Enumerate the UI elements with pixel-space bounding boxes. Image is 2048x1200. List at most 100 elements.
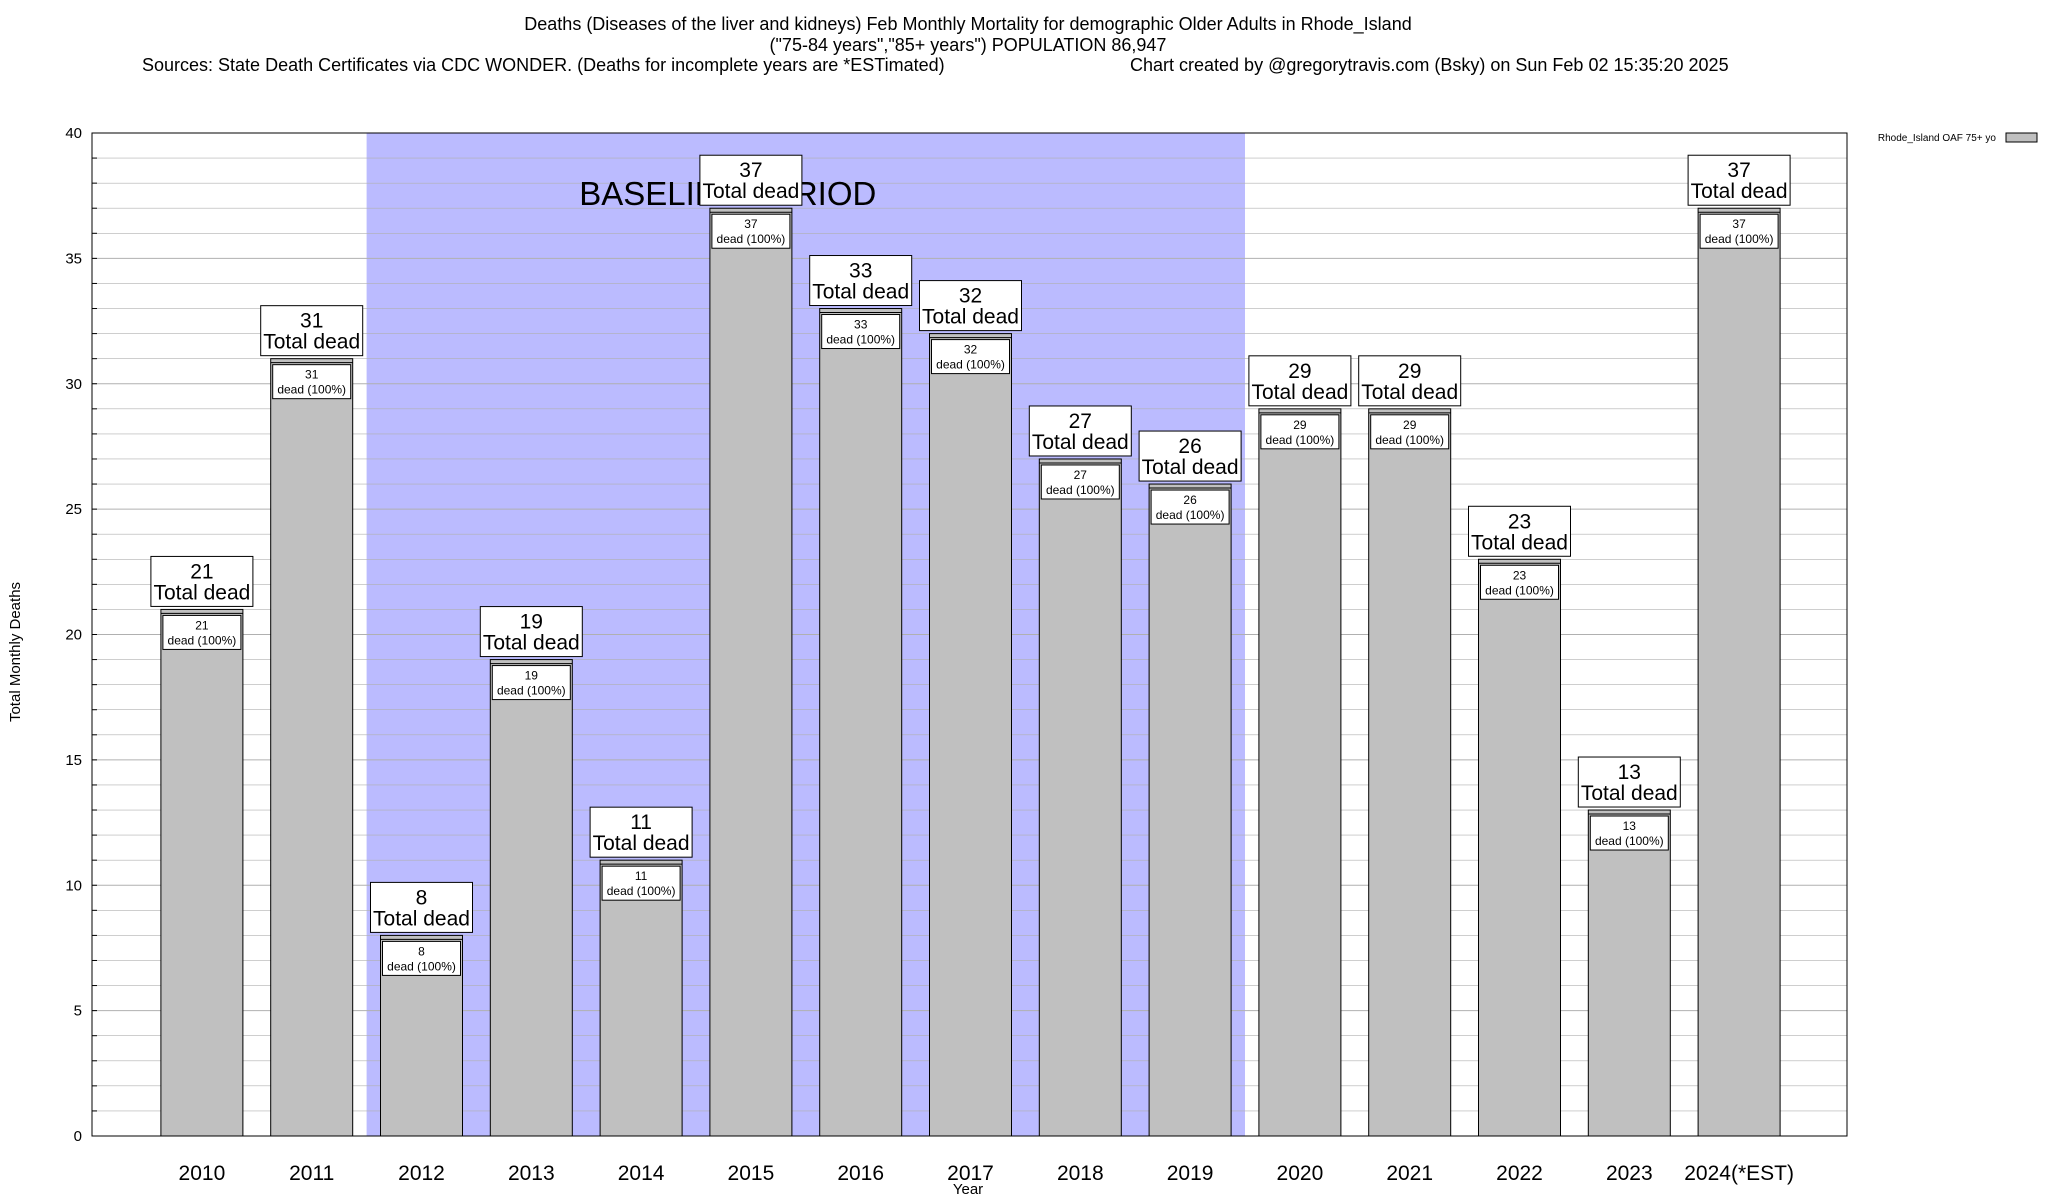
x-tick-label: 2016 [837, 1162, 884, 1185]
segment-label-count: 21 [195, 618, 209, 632]
total-label-box [1028, 405, 1132, 457]
segment-label-count: 27 [1074, 468, 1088, 482]
total-label-count: 11 [630, 811, 652, 834]
plot-frame [91, 132, 1848, 1137]
segment-label-box [491, 665, 571, 701]
x-tick-label: 2013 [508, 1162, 555, 1185]
segment-label-text: dead (100%) [1266, 433, 1335, 447]
y-tick-label: 15 [65, 752, 82, 769]
segment-label-box [1040, 464, 1120, 500]
total-label-count: 13 [1618, 761, 1641, 784]
segment-label-count: 33 [854, 318, 868, 332]
y-tick-label: 5 [74, 1003, 82, 1020]
total-label-box [1577, 756, 1681, 808]
segment-label-count: 13 [1623, 819, 1637, 833]
segment-label-count: 37 [744, 217, 758, 231]
segment-label-text: dead (100%) [1485, 583, 1554, 597]
chart-credit: Chart created by @gregorytravis.com (Bsk… [1130, 55, 1729, 75]
total-label-count: 31 [300, 310, 323, 333]
total-label-box [919, 280, 1022, 332]
y-tick-label: 40 [65, 125, 82, 142]
total-label-box [1138, 430, 1242, 482]
bar [1038, 458, 1122, 1137]
total-label-box [589, 806, 693, 858]
x-axis-ticks: 2010 2011 2012 2013 2014 2015 2016 2017 2018 2019… [179, 1162, 1794, 1185]
total-label-box [1687, 154, 1791, 206]
y-axis-ticks: 0 5 10 15 20 25 30 35 40 [65, 125, 82, 1145]
bar [160, 608, 244, 1137]
bar [1697, 207, 1781, 1137]
total-label-text: Total dead [1361, 381, 1458, 404]
total-label-text: Total dead [263, 331, 360, 354]
x-tick-label: 2012 [398, 1162, 445, 1185]
bar [709, 207, 793, 1137]
segment-label-count: 31 [305, 368, 319, 382]
bar [1258, 408, 1342, 1137]
bar [1368, 408, 1452, 1137]
x-tick-label: 2015 [728, 1162, 775, 1185]
segment-label-text: dead (100%) [607, 884, 676, 898]
segment-label-text: dead (100%) [277, 383, 346, 397]
total-label-count: 26 [1178, 435, 1201, 458]
segment-label-count: 29 [1403, 418, 1417, 432]
total-label-count: 33 [849, 260, 872, 283]
segment-label-box [162, 614, 242, 650]
x-tick-label: 2017 [947, 1162, 994, 1185]
y-tick-label: 10 [65, 877, 82, 894]
x-tick-label: 2022 [1496, 1162, 1543, 1185]
total-label-box [1248, 355, 1352, 407]
bar [929, 333, 1012, 1137]
total-label-count: 29 [1288, 360, 1311, 383]
y-tick-label: 0 [74, 1128, 82, 1145]
total-label-count: 19 [520, 611, 543, 634]
total-label-count: 8 [416, 886, 428, 909]
y-tick-label: 20 [65, 627, 82, 644]
segment-label-box [272, 364, 352, 400]
total-label-text: Total dead [1471, 531, 1568, 554]
total-label-box [370, 881, 473, 933]
segment-label-text: dead (100%) [717, 232, 786, 246]
segment-label-text: dead (100%) [1375, 433, 1444, 447]
segment-label-box [821, 314, 901, 350]
total-label-text: Total dead [812, 281, 909, 304]
segment-label-text: dead (100%) [387, 959, 456, 973]
bar [489, 659, 573, 1137]
segment-label-text: dead (100%) [936, 358, 1005, 372]
total-label-count: 21 [190, 560, 213, 583]
segment-label-count: 32 [964, 343, 978, 357]
y-axis-label: Total Monthly Deaths [7, 582, 24, 722]
total-label-text: Total dead [922, 306, 1019, 329]
total-label-box [1468, 505, 1571, 557]
total-label-count: 37 [1727, 159, 1750, 182]
total-label-text: Total dead [702, 180, 799, 203]
segment-label-box [1150, 489, 1230, 525]
total-label-count: 32 [959, 285, 982, 308]
segment-label-box [931, 339, 1010, 375]
segment-label-count: 23 [1513, 568, 1527, 582]
x-tick-label: 2010 [179, 1162, 226, 1185]
total-label-text: Total dead [1142, 456, 1239, 479]
bar [1478, 558, 1561, 1137]
y-tick-label: 35 [65, 250, 82, 267]
segment-label-box [1699, 213, 1779, 249]
total-label-text: Total dead [1251, 381, 1348, 404]
segment-label-count: 19 [525, 669, 539, 683]
segment-label-count: 29 [1293, 418, 1307, 432]
total-label-box [479, 606, 583, 658]
segment-label-text: dead (100%) [497, 684, 566, 698]
segment-label-count: 26 [1183, 493, 1197, 507]
y-tick-label: 25 [65, 501, 82, 518]
